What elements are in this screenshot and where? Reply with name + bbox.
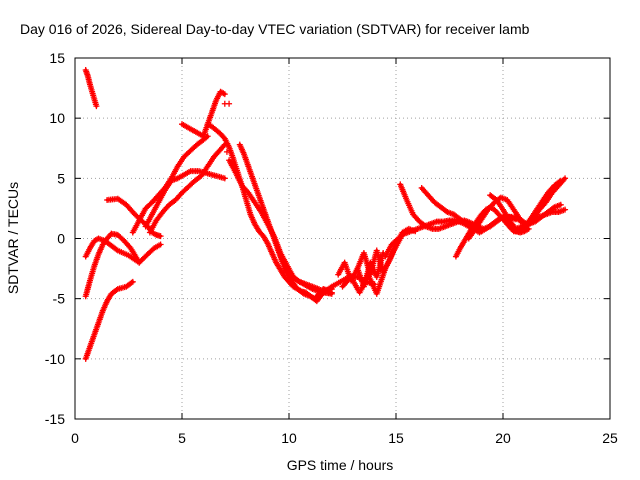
x-tick-label: 5 <box>178 430 186 446</box>
series-s7 <box>142 168 228 230</box>
x-tick-label: 10 <box>281 430 297 446</box>
data-point <box>221 91 228 98</box>
y-tick-label: -15 <box>45 411 65 427</box>
axis-ticks: 0 5 10 15 20 25 -15 -10 -5 0 5 10 15 <box>45 50 618 446</box>
data-point <box>157 233 164 240</box>
y-tick-label: -10 <box>45 351 65 367</box>
data-point <box>562 206 569 213</box>
data-point <box>157 241 164 248</box>
data-point <box>221 175 228 182</box>
data-point <box>136 259 143 266</box>
series-s3 <box>82 230 143 300</box>
x-tick-label: 25 <box>602 430 618 446</box>
x-tick-label: 0 <box>71 430 79 446</box>
series-s9 <box>179 88 228 140</box>
isolated-point <box>223 148 230 155</box>
x-tick-label: 20 <box>495 430 511 446</box>
series-s10 <box>204 121 335 302</box>
y-axis-label: SDTVAR / TECUs <box>5 182 21 294</box>
y-tick-label: 10 <box>49 110 65 126</box>
y-tick-label: 0 <box>57 231 65 247</box>
isolated-point <box>226 100 233 107</box>
y-tick-label: 5 <box>57 170 65 186</box>
x-axis-label: GPS time / hours <box>287 457 394 473</box>
data-point <box>128 279 135 286</box>
series-s4 <box>82 278 136 362</box>
series-s24 <box>512 201 564 235</box>
data-point <box>129 278 136 285</box>
series-s1 <box>82 67 100 110</box>
series-s8 <box>146 141 228 236</box>
x-tick-label: 15 <box>388 430 404 446</box>
grid <box>75 58 610 419</box>
y-tick-label: 15 <box>49 50 65 66</box>
chart-title: Day 016 of 2026, Sidereal Day-to-day VTE… <box>20 21 530 37</box>
data-point <box>328 289 335 296</box>
data-points <box>82 67 569 362</box>
y-tick-label: -5 <box>53 291 66 307</box>
data-point <box>562 175 569 182</box>
data-point <box>93 103 100 110</box>
series-s6 <box>129 133 211 236</box>
data-point <box>557 201 564 208</box>
data-point <box>113 246 120 253</box>
